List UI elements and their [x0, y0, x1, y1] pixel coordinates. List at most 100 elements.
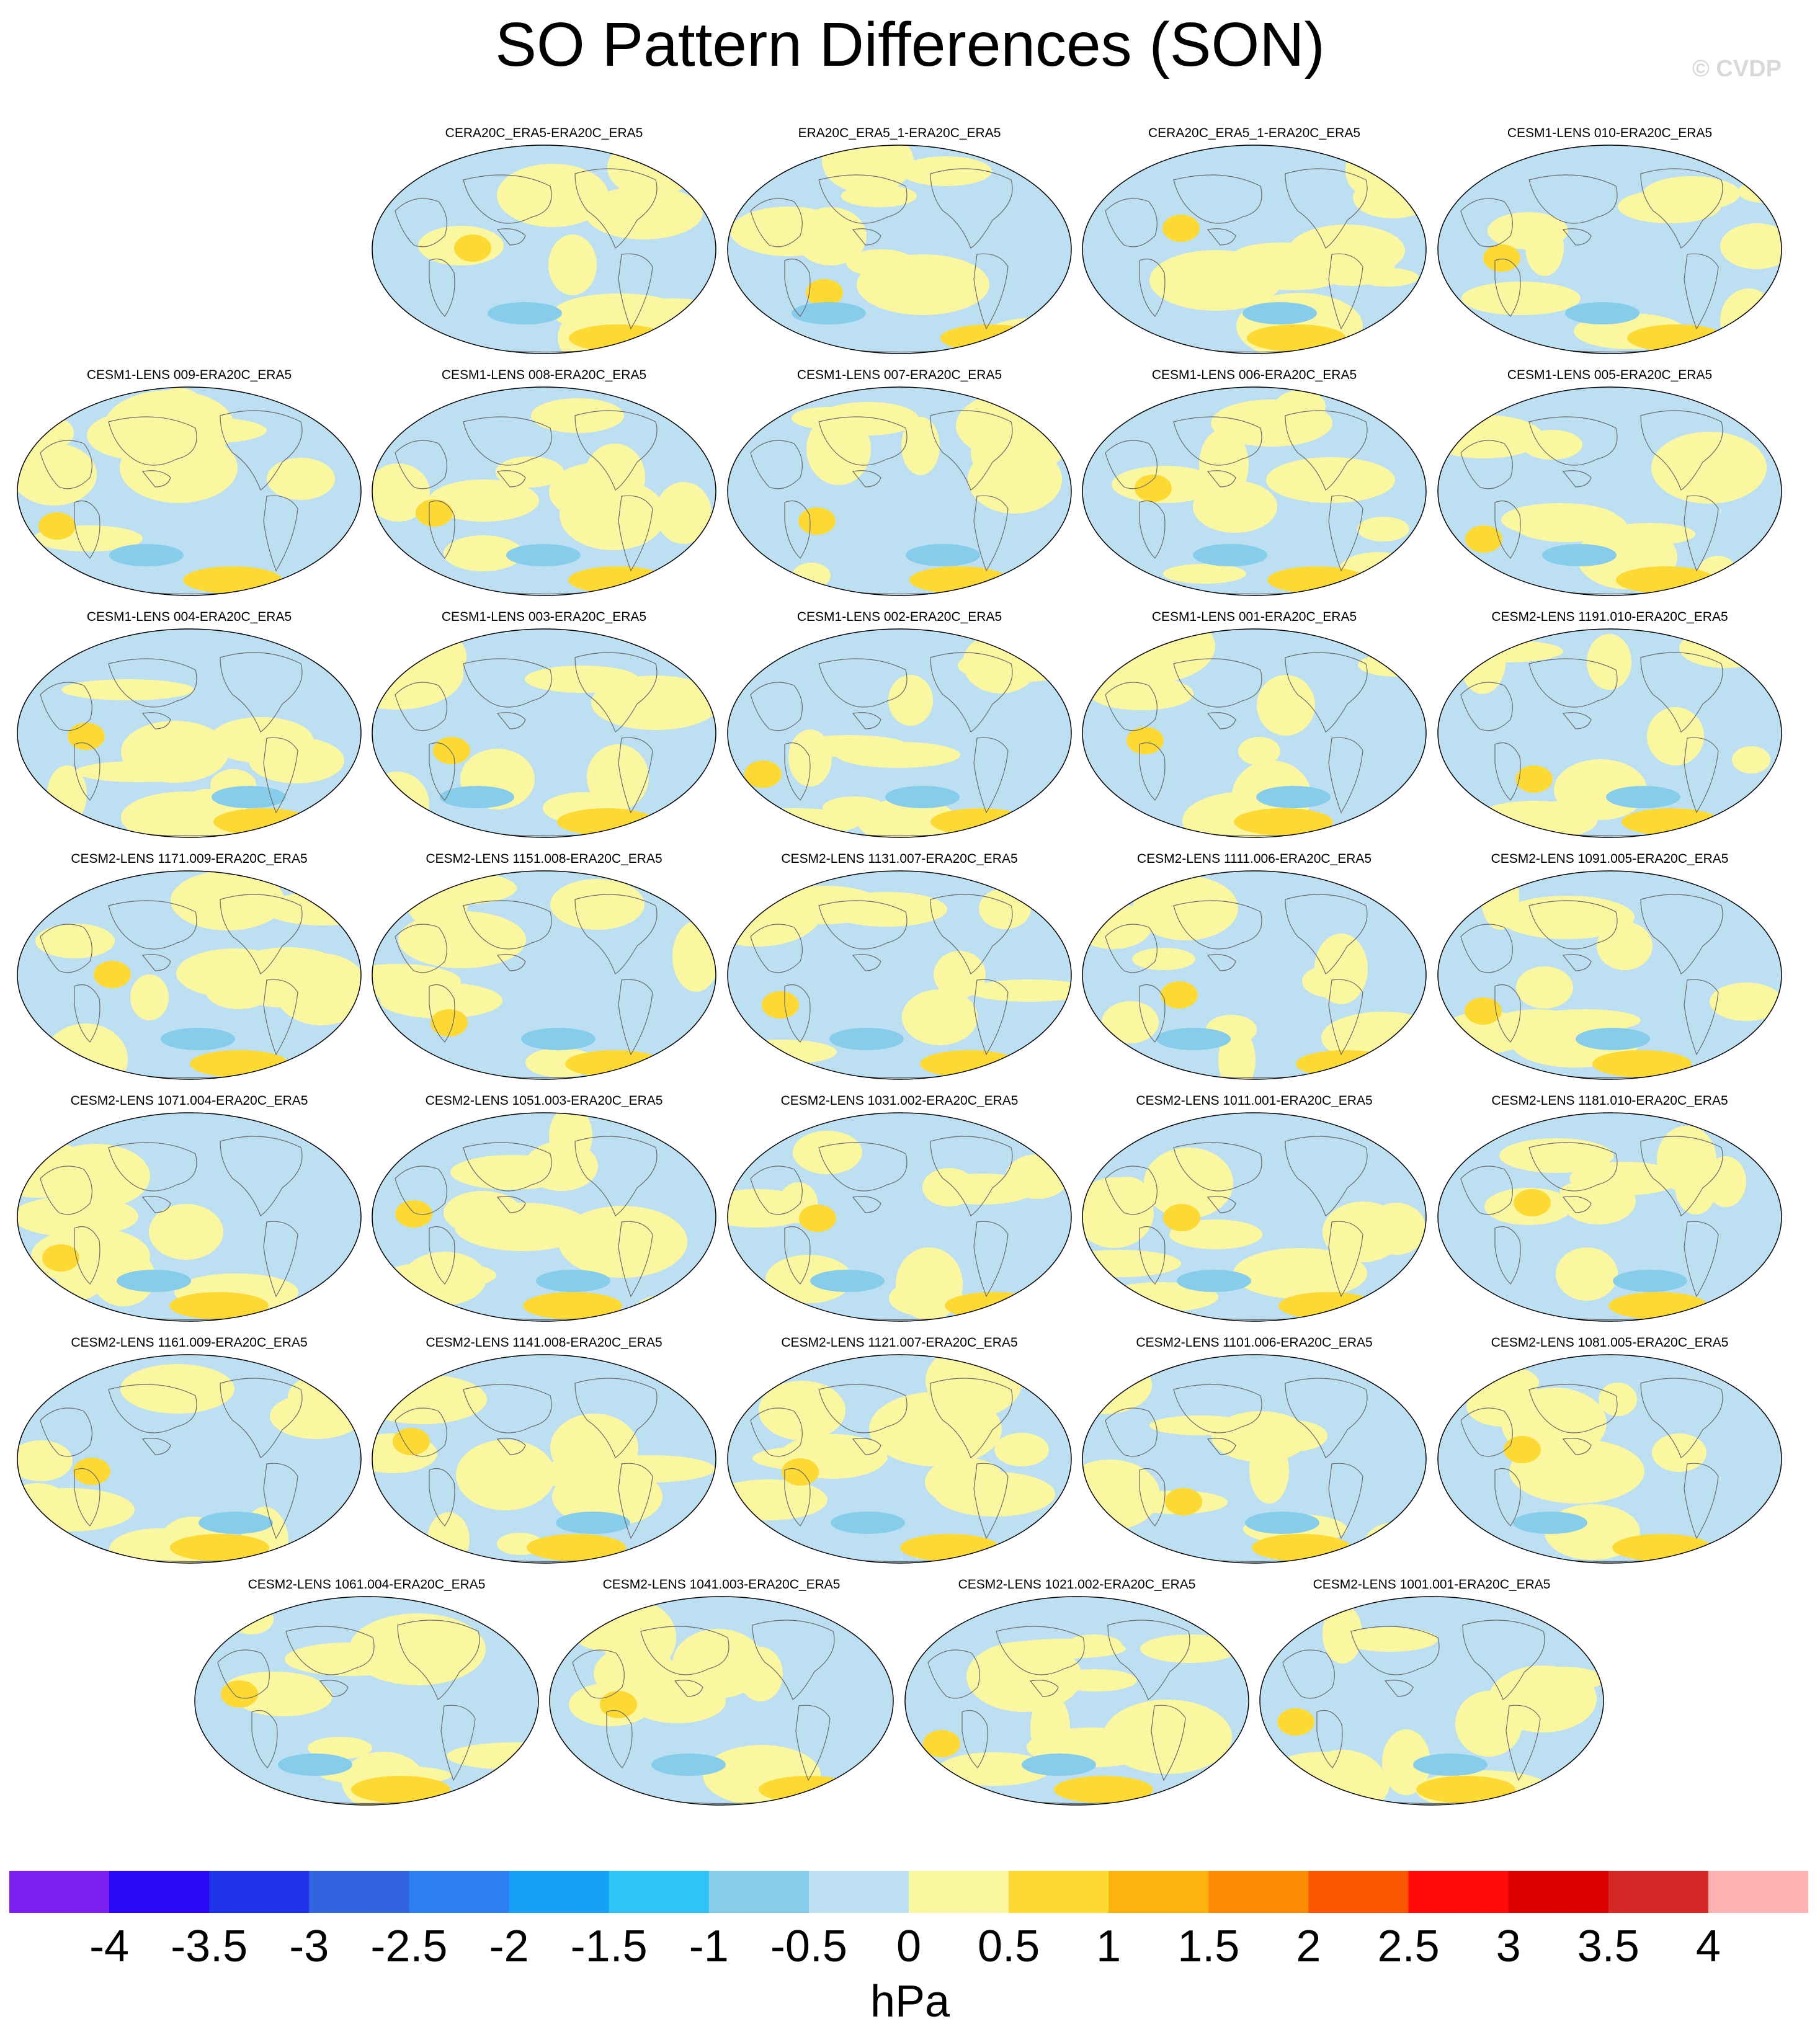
- coastline: [1640, 894, 1723, 974]
- figure-title: SO Pattern Differences (SON): [495, 10, 1325, 79]
- map-border: [1082, 1354, 1427, 1564]
- positive-anomaly-region: [1132, 948, 1195, 970]
- positive-anomaly-region: [752, 1445, 888, 1471]
- panel-title: CESM2-LENS 1031.002-ERA20C_ERA5: [780, 1094, 1019, 1108]
- coastline: [1285, 1378, 1368, 1458]
- positive-anomaly-region: [375, 649, 426, 687]
- positive-anomaly-region: [1233, 1248, 1367, 1299]
- colorbar-tick-label: 3.5: [1577, 1922, 1639, 1971]
- coastline: [750, 1166, 803, 1215]
- coastline: [1462, 1620, 1545, 1700]
- panel-title: CESM2-LENS 1151.008-ERA20C_ERA5: [426, 852, 662, 866]
- colorbar-tick-label: 4: [1695, 1922, 1721, 1971]
- strong-positive-anomaly: [920, 1050, 1019, 1077]
- cvdp-watermark: © CVDP: [1692, 56, 1782, 82]
- map-panel: CESM2-LENS 1071.004-ERA20C_ERA5: [16, 1092, 363, 1327]
- positive-anomaly-region: [1249, 1437, 1289, 1504]
- map-panel: CESM2-LENS 1061.004-ERA20C_ERA5: [193, 1576, 540, 1811]
- coastline: [1107, 1620, 1190, 1700]
- positive-anomaly-region: [938, 1752, 1051, 1786]
- positive-anomaly-region: [1488, 212, 1568, 249]
- positive-anomaly-region: [728, 1040, 837, 1064]
- positive-anomaly-region: [1345, 146, 1383, 194]
- colorbar-swatch: [409, 1871, 510, 1913]
- panel-title: CESM2-LENS 1161.009-ERA20C_ERA5: [71, 1335, 308, 1350]
- coastline: [1684, 253, 1719, 330]
- colorbar-tick-label: 3: [1496, 1922, 1521, 1971]
- strong-positive-anomaly: [1165, 1488, 1202, 1515]
- positive-anomaly-region: [497, 164, 609, 227]
- positive-anomaly-region: [1266, 457, 1395, 503]
- positive-anomaly-region: [417, 633, 466, 679]
- strong-positive-anomaly: [557, 808, 656, 836]
- colorbar-swatch: [808, 1871, 909, 1913]
- coastline: [429, 984, 455, 1043]
- strong-negative-anomaly: [885, 786, 960, 808]
- coastline: [1173, 1142, 1262, 1192]
- coastline: [74, 742, 100, 801]
- coastline: [263, 495, 298, 572]
- coastline: [496, 1196, 526, 1213]
- coastline: [108, 658, 197, 708]
- positive-anomaly-region: [1461, 282, 1581, 315]
- positive-anomaly-region: [61, 679, 194, 700]
- coastline: [1139, 258, 1166, 317]
- positive-anomaly-region: [171, 871, 285, 930]
- positive-anomaly-region: [1516, 966, 1573, 1009]
- positive-anomaly-region: [267, 458, 335, 500]
- positive-anomaly-region: [176, 948, 294, 998]
- strong-negative-anomaly: [810, 1270, 885, 1292]
- positive-anomaly-region: [1093, 633, 1180, 698]
- map-ellipse: [1082, 870, 1427, 1080]
- coastline: [930, 410, 1013, 491]
- map-border: [727, 145, 1072, 354]
- panel-title: CESM2-LENS 1101.006-ERA20C_ERA5: [1136, 1335, 1373, 1350]
- positive-anomaly-region: [17, 1440, 73, 1481]
- map-panel: CESM2-LENS 1181.010-ERA20C_ERA5: [1436, 1092, 1783, 1327]
- coastline: [1562, 470, 1592, 488]
- coastline: [74, 500, 100, 559]
- positive-anomaly-region: [901, 417, 940, 475]
- map-panel: CESM1-LENS 004-ERA20C_ERA5: [16, 608, 363, 844]
- strong-positive-anomaly: [806, 279, 843, 306]
- colorbar-tick-label: -1: [689, 1922, 729, 1971]
- map-border: [194, 1596, 539, 1806]
- strong-positive-anomaly: [569, 324, 668, 352]
- positive-anomaly-region: [585, 186, 703, 239]
- coastline: [784, 258, 811, 317]
- map-border: [17, 386, 362, 596]
- map-ellipse: [1437, 386, 1782, 596]
- coastline: [1562, 1196, 1592, 1213]
- coastline: [217, 1649, 270, 1699]
- colorbar-tick-label: -3.5: [171, 1922, 248, 1971]
- coastline: [395, 440, 447, 489]
- panel-title: CESM2-LENS 1011.001-ERA20C_ERA5: [1136, 1094, 1373, 1108]
- map-border: [17, 1354, 362, 1564]
- positive-anomaly-region: [1499, 1138, 1613, 1173]
- map-panel: CESM1-LENS 005-ERA20C_ERA5: [1436, 366, 1783, 602]
- strong-positive-anomaly: [600, 1691, 637, 1718]
- map-border: [17, 628, 362, 838]
- map-ellipse: [727, 628, 1072, 838]
- map-border: [904, 1596, 1249, 1806]
- positive-anomaly-region: [130, 974, 169, 1020]
- map-panel: CESM2-LENS 1151.008-ERA20C_ERA5: [370, 850, 718, 1085]
- coastline: [1285, 168, 1368, 249]
- coastline: [818, 658, 908, 708]
- positive-anomaly-region: [1133, 876, 1238, 940]
- strong-positive-anomaly: [1504, 1436, 1541, 1463]
- coastline: [319, 1680, 349, 1697]
- strong-negative-anomaly: [1256, 786, 1331, 808]
- map-panel: CERA20C_ERA5_1-ERA20C_ERA5: [1081, 124, 1428, 360]
- coastline: [784, 984, 811, 1043]
- positive-anomaly-region: [934, 951, 986, 998]
- positive-anomaly-region: [648, 145, 697, 191]
- strong-negative-anomaly: [651, 1754, 726, 1776]
- strong-negative-anomaly: [117, 1270, 191, 1292]
- coastline: [1494, 1226, 1521, 1285]
- coastline: [1460, 682, 1513, 731]
- positive-anomaly-region: [1102, 1001, 1159, 1043]
- map-border: [372, 870, 716, 1080]
- coastline: [606, 1709, 633, 1768]
- strong-positive-anomaly: [1627, 324, 1726, 352]
